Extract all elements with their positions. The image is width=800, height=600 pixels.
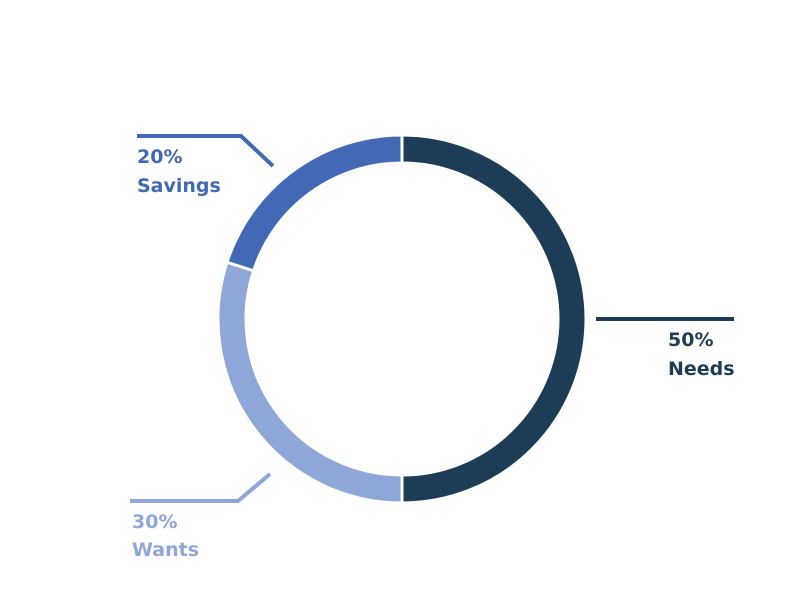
leader-wants [130,472,272,503]
label-wants-name: Wants [132,539,199,561]
label-savings-name: Savings [137,175,221,197]
label-needs-name: Needs [668,358,735,380]
slice-savings [225,133,404,273]
label-needs: 50% Needs [668,329,735,380]
label-wants-percent: 30% [132,511,177,533]
label-needs-percent: 50% [668,329,713,351]
slices-layer [216,133,588,505]
label-wants: 30% Wants [132,511,199,561]
leaders-layer [130,134,734,503]
leader-savings [137,134,275,168]
slice-needs [400,133,588,505]
label-savings-percent: 20% [137,146,182,168]
slice-wants [216,260,404,505]
label-savings: 20% Savings [137,146,221,197]
